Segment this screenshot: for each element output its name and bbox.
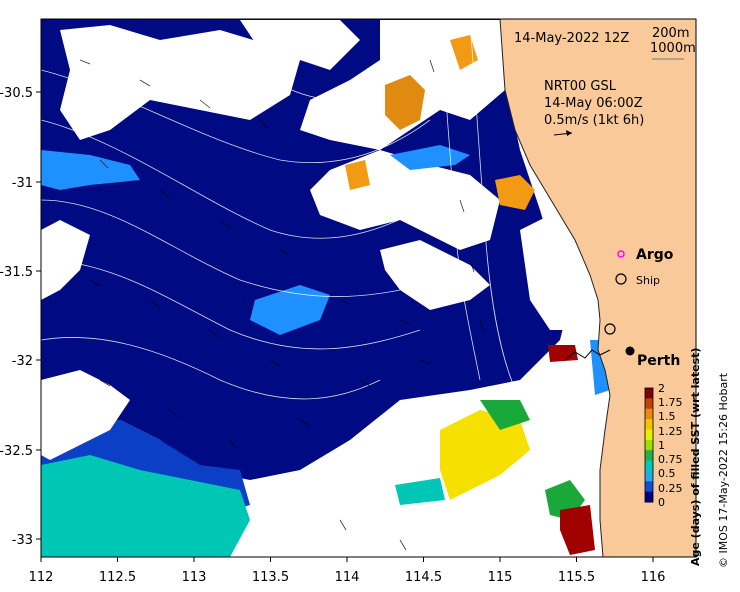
- current-source-label: NRT00 GSL: [544, 79, 617, 94]
- y-tick-label: -32.5: [0, 444, 33, 459]
- yellow-patch-southeast: [440, 410, 530, 500]
- argo-legend-icon: [617, 250, 625, 258]
- x-tick-label: 113.5: [252, 570, 289, 585]
- ship-legend-label: Ship: [636, 274, 660, 287]
- green-patch-southeast: [480, 400, 530, 430]
- colorbar-swatch: [645, 470, 653, 482]
- y-axis: -30.5 -31 -31.5 -32 -32.5 -33: [0, 86, 41, 548]
- x-tick-label: 112.5: [99, 570, 136, 585]
- colorbar-tick-label: 2: [658, 382, 665, 395]
- colorbar-swatch: [645, 408, 653, 420]
- current-time-label: 14-May 06:00Z: [544, 96, 643, 111]
- cloud-gap-southwest: [41, 370, 130, 460]
- colorbar-tick-label: 0.75: [658, 453, 683, 466]
- cloud-gap-northwest: [60, 25, 300, 140]
- deep-ocean-region: [41, 19, 570, 480]
- x-tick-label: 113: [182, 570, 207, 585]
- colorbar-tick-label: 1: [658, 439, 665, 452]
- orange-patch-northeast: [450, 35, 478, 70]
- orange-patch-center: [345, 160, 370, 190]
- credit-text: © IMOS 17-May-2022 15:26 Hobart: [717, 372, 730, 568]
- colorbar-swatch: [645, 429, 653, 441]
- perth-label: Perth: [637, 353, 680, 369]
- light-blue-streak-north: [41, 150, 140, 190]
- x-tick-label: 114: [335, 570, 360, 585]
- x-tick-label: 115.5: [558, 570, 595, 585]
- colorbar-frame: [644, 387, 654, 503]
- colorbar-swatch: [645, 388, 653, 399]
- colorbar-tick-label: 1.25: [658, 425, 683, 438]
- argo-legend-label: Argo: [636, 247, 674, 263]
- map-layers: [41, 19, 696, 557]
- y-tick-label: -31: [12, 176, 33, 191]
- cloud-gap-center-east: [380, 240, 490, 310]
- light-blue-streak-center: [250, 285, 330, 335]
- colorbar-title: Age (days) of filled SST (wrt latest): [689, 348, 702, 566]
- colorbar-tick-label: 1.75: [658, 396, 683, 409]
- current-arrows: [79, 59, 485, 551]
- current-scale-arrow: [553, 130, 573, 136]
- current-scale-label: 0.5m/s (1kt 6h): [544, 113, 644, 128]
- x-tick-label: 116: [641, 570, 666, 585]
- teal-region: [41, 455, 250, 557]
- red-patch-south: [560, 505, 595, 555]
- colorbar-tick-label: 0.5: [658, 467, 676, 480]
- colorbar-swatch: [645, 481, 653, 493]
- x-tick-label: 115: [488, 570, 513, 585]
- coastline: [499, 19, 611, 557]
- red-patch-perth: [548, 345, 578, 362]
- ship-marker: [604, 323, 616, 335]
- colorbar-tick-label: 0.25: [658, 482, 683, 495]
- x-axis: 112 112.5 113 113.5 114 114.5 115 115.5 …: [29, 557, 666, 585]
- cloud-gap-coast: [520, 210, 600, 330]
- x-tick-label: 114.5: [405, 570, 442, 585]
- colorbar: 2 1.75 1.5 1.25 1 0.75 0.5 0.25 0: [644, 382, 683, 509]
- colorbar-swatch: [645, 450, 653, 462]
- colorbar-swatch: [645, 419, 653, 430]
- orange-patch-east: [495, 175, 535, 210]
- colorbar-swatches: [645, 388, 653, 503]
- ship-legend-icon: [615, 273, 627, 285]
- colorbar-swatch: [645, 491, 653, 503]
- y-tick-label: -32: [12, 354, 33, 369]
- perth-marker: [625, 346, 635, 356]
- colorbar-swatch: [645, 460, 653, 472]
- colorbar-tick-label: 0: [658, 496, 665, 509]
- y-tick-label: -31.5: [0, 265, 33, 280]
- y-tick-label: -33: [12, 533, 33, 548]
- y-tick-label: -30.5: [0, 86, 33, 101]
- teal-patch-south: [395, 478, 445, 505]
- cloud-gap-west: [41, 220, 90, 300]
- colorbar-swatch: [645, 398, 653, 410]
- depth-label-200m: 200m: [652, 26, 689, 41]
- ship-track: [564, 349, 611, 361]
- colorbar-swatch: [645, 439, 653, 451]
- depth-label-1000m: 1000m: [650, 41, 696, 56]
- x-tick-label: 112: [29, 570, 54, 585]
- colorbar-tick-label: 1.5: [658, 410, 676, 423]
- sst-contours: [41, 19, 521, 401]
- plot-frame: [40, 18, 697, 558]
- orange-patch-north: [385, 75, 425, 130]
- cloud-gap-north: [240, 20, 360, 70]
- date-label: 14-May-2022 12Z: [514, 31, 629, 46]
